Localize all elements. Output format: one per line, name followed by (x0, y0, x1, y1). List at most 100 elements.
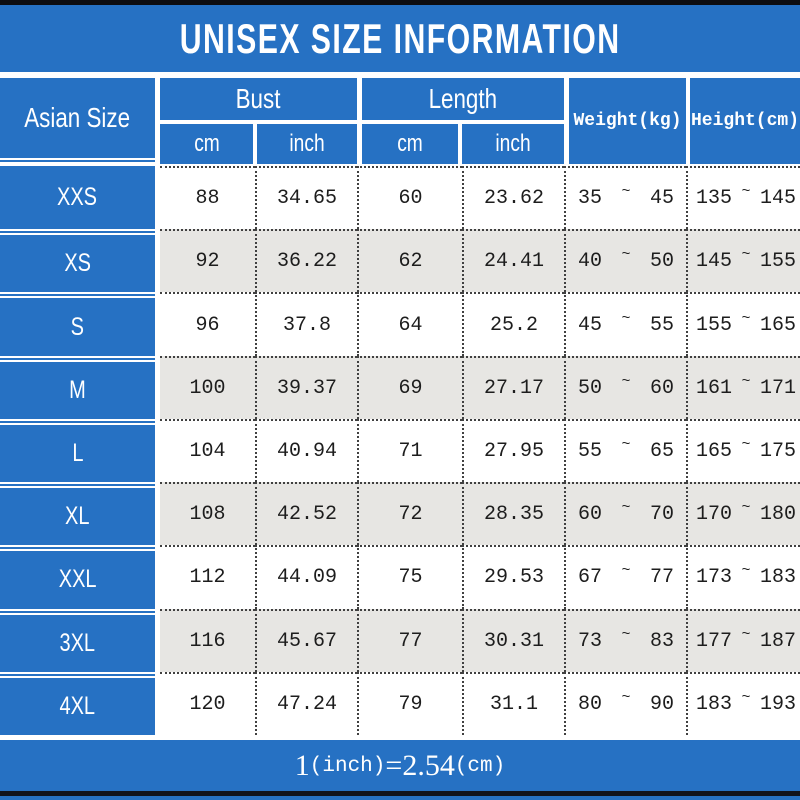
height-range-cell: 165 ~175 (686, 418, 800, 483)
weight-min: 55 (578, 439, 603, 463)
tilde-symbol: ~ (621, 625, 631, 643)
column-header-length-cm: cm (362, 124, 458, 164)
weight-range-cell: 80 ~90 (564, 671, 686, 735)
length-cm-cell: 62 (357, 229, 462, 293)
header-divider (357, 78, 362, 164)
bust-inch-cell: 34.65 (255, 166, 357, 230)
weight-min: 45 (578, 313, 603, 337)
size-label-cell: S (0, 292, 155, 356)
weight-range-cell: 50 ~60 (564, 355, 686, 419)
height-min: 155 (696, 313, 733, 337)
tilde-symbol: ~ (741, 688, 751, 706)
tilde-symbol: ~ (741, 625, 751, 643)
weight-min: 60 (578, 503, 603, 527)
height-max: 175 (759, 439, 796, 463)
column-header-bust-cm: cm (160, 124, 253, 164)
bust-inch-cell: 36.22 (255, 229, 357, 293)
bust-cm-cell: 92 (160, 229, 255, 293)
height-range-cell: 135 ~145 (686, 166, 800, 230)
column-group-length: Length cm inch (362, 78, 564, 164)
cm-label: cm (193, 130, 220, 157)
size-label: 4XL (59, 691, 96, 720)
tilde-symbol: ~ (621, 435, 631, 453)
table-header: Asian Size Bust cm inch Length (0, 78, 800, 164)
table-body: XXS 88 34.65 60 23.62 35 ~45 135 ~145 XS 9… (0, 166, 800, 735)
size-label-cell: XXL (0, 545, 155, 609)
bust-inch-cell: 40.94 (255, 418, 357, 483)
bust-inch-cell: 39.37 (255, 355, 357, 419)
size-label: M (69, 375, 86, 404)
table-row: L 104 40.94 71 27.95 55 ~65 165 ~175 (0, 418, 800, 483)
table-row: 4XL 120 47.24 79 31.1 80 ~90 183 ~193 (0, 671, 800, 735)
height-min: 145 (696, 250, 733, 274)
column-gap (155, 355, 160, 419)
height-label: Height(cm) (690, 111, 800, 131)
height-range-cell: 145 ~155 (686, 229, 800, 293)
bust-label: Bust (236, 83, 281, 114)
header-divider (155, 78, 160, 164)
height-range-cell: 161 ~171 (686, 355, 800, 419)
weight-max: 83 (649, 629, 674, 653)
length-label: Length (428, 83, 498, 114)
bust-cm-cell: 112 (160, 545, 255, 609)
height-min: 165 (696, 439, 733, 463)
tilde-symbol: ~ (621, 372, 631, 390)
height-range-cell: 177 ~187 (686, 608, 800, 672)
length-cm-cell: 79 (357, 671, 462, 735)
weight-min: 40 (578, 250, 603, 274)
weight-max: 77 (649, 566, 674, 590)
bust-cm-cell: 88 (160, 166, 255, 230)
length-inch-cell: 23.62 (462, 166, 564, 230)
column-gap (155, 545, 160, 609)
header-divider (362, 120, 564, 124)
bust-cm-cell: 116 (160, 608, 255, 672)
size-label-cell: 4XL (0, 671, 155, 735)
bust-inch-cell: 45.67 (255, 608, 357, 672)
header-divider (160, 120, 357, 124)
size-label-cell: XXS (0, 166, 155, 230)
table-row: XXL 112 44.09 75 29.53 67 ~77 173 ~183 (0, 545, 800, 609)
tilde-symbol: ~ (741, 246, 751, 264)
column-header-weight: Weight(kg) (569, 78, 686, 164)
height-range-cell: 170 ~180 (686, 482, 800, 546)
inch-label: inch (495, 130, 531, 157)
tilde-symbol: ~ (741, 372, 751, 390)
height-min: 173 (696, 566, 733, 590)
length-cm-cell: 72 (357, 482, 462, 546)
bust-subheaders: cm inch (160, 124, 357, 164)
height-min: 170 (696, 503, 733, 527)
length-subheaders: cm inch (362, 124, 564, 164)
column-header-length-inch: inch (462, 124, 564, 164)
weight-max: 45 (649, 187, 674, 211)
conversion-note-number: 1 (294, 748, 310, 782)
length-inch-cell: 25.2 (462, 292, 564, 356)
weight-min: 73 (578, 629, 603, 653)
height-max: 165 (759, 313, 796, 337)
size-label: XXS (57, 183, 98, 212)
column-header-length: Length (362, 78, 564, 120)
weight-max: 90 (649, 692, 674, 716)
length-cm-cell: 69 (357, 355, 462, 419)
tilde-symbol: ~ (741, 309, 751, 327)
bust-inch-cell: 44.09 (255, 545, 357, 609)
weight-max: 70 (649, 503, 674, 527)
tilde-symbol: ~ (621, 246, 631, 264)
title-banner: UNISEX SIZE INFORMATION (0, 5, 800, 72)
weight-min: 67 (578, 566, 603, 590)
conversion-note-unit: (inch) (309, 755, 386, 778)
tilde-symbol: ~ (741, 499, 751, 517)
size-label: XL (65, 502, 90, 531)
length-cm-cell: 60 (357, 166, 462, 230)
equals-sign: = (385, 748, 403, 782)
header-divider (564, 78, 569, 164)
column-header-bust: Bust (160, 78, 357, 120)
table-row: XXS 88 34.65 60 23.62 35 ~45 135 ~145 (0, 166, 800, 230)
height-max: 193 (759, 692, 796, 716)
column-group-bust: Bust cm inch (160, 78, 357, 164)
height-max: 183 (759, 566, 796, 590)
height-min: 135 (696, 187, 733, 211)
inch-label: inch (289, 130, 325, 157)
tilde-symbol: ~ (621, 688, 631, 706)
size-label-cell: L (0, 418, 155, 483)
cm-label: cm (397, 130, 423, 157)
